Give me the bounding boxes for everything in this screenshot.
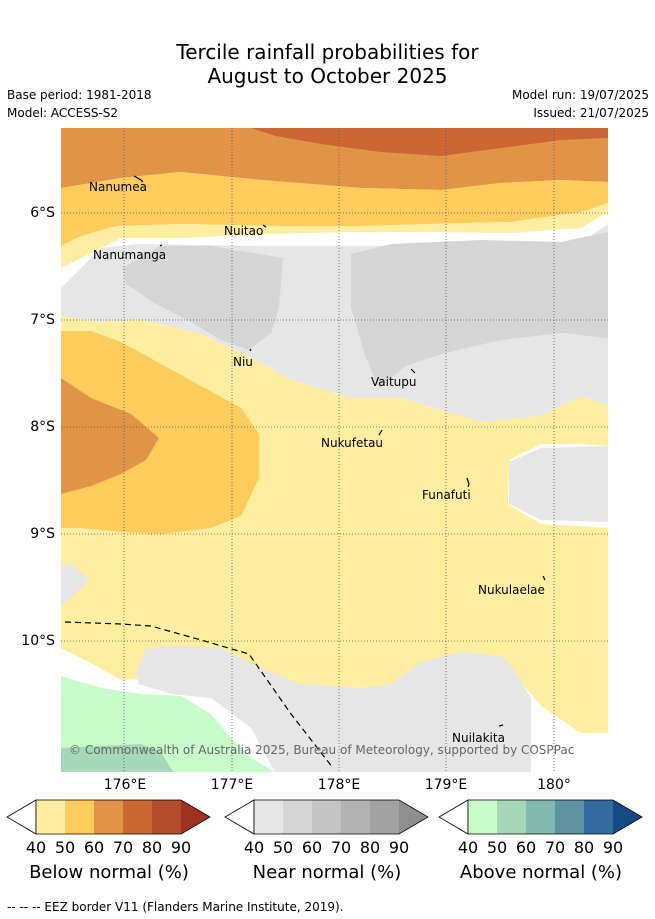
tick: 60	[83, 838, 105, 857]
colorbar-swatch	[341, 800, 370, 834]
title-line-1: Tercile rainfall probabilities for	[176, 40, 479, 64]
below-50-middle	[61, 331, 259, 534]
near-40-left-pocket	[61, 564, 89, 606]
place-nukulaelae: Nukulaelae	[478, 583, 545, 597]
colorbar-swatch	[555, 800, 584, 834]
colorbar-swatch	[584, 800, 613, 834]
colorbar-swatch	[65, 800, 94, 834]
tick: 60	[301, 838, 323, 857]
colorbar-label-below: Below normal (%)	[29, 862, 189, 883]
place-nuitao: Nuitao	[224, 224, 264, 238]
lon-label-177e: 177°E	[210, 777, 254, 793]
colorbar-swatch	[497, 800, 526, 834]
below-70-top	[251, 128, 608, 156]
colorbar-extend-high	[613, 800, 642, 834]
base-period: Base period: 1981-2018	[7, 88, 152, 102]
lat-label-7s: 7°S	[30, 312, 55, 328]
colorbar-swatch	[254, 800, 283, 834]
colorbar-swatch	[468, 800, 497, 834]
eez-legend: -- -- -- EEZ border V11 (Flanders Marine…	[7, 900, 344, 914]
title-line-2: August to October 2025	[207, 64, 448, 88]
lon-label-179e: 179°E	[424, 777, 468, 793]
copyright-text: © Commonwealth of Australia 2025, Bureau…	[69, 743, 575, 757]
tick: 40	[457, 838, 479, 857]
tick: 60	[515, 838, 537, 857]
near-50-right	[351, 232, 608, 388]
lat-label-10s: 10°S	[21, 633, 55, 649]
colorbar-swatch	[123, 800, 152, 834]
colorbar-swatch	[283, 800, 312, 834]
below-60-middle	[61, 378, 159, 494]
colorbar-swatch	[370, 800, 399, 834]
colorbar-outline	[467, 799, 643, 835]
model-run: Model run: 19/07/2025	[511, 88, 649, 102]
tick: 40	[243, 838, 265, 857]
tick: 70	[112, 838, 134, 857]
tick: 80	[141, 838, 163, 857]
colorbar-swatch	[152, 800, 181, 834]
colorbar-near-normal	[224, 799, 429, 835]
below-40-top	[61, 203, 608, 268]
tick: 70	[330, 838, 352, 857]
place-nanumanga: Nanumanga	[93, 248, 167, 262]
lon-label-178e: 178°E	[317, 777, 361, 793]
lon-label-176e: 176°E	[103, 777, 147, 793]
place-nanumea: Nanumea	[89, 180, 147, 194]
colorbar-extend-high	[399, 800, 428, 834]
tick: 70	[544, 838, 566, 857]
colorbar-below-normal	[6, 799, 211, 835]
island-marks	[133, 175, 546, 727]
place-vaitupu: Vaitupu	[371, 375, 417, 389]
colorbar-extend-high	[181, 800, 210, 834]
near-50-left	[123, 246, 283, 350]
map-title: Tercile rainfall probabilities for Augus…	[0, 40, 655, 88]
eez-border	[64, 621, 334, 769]
tick: 50	[486, 838, 508, 857]
colorbar-swatch	[36, 800, 65, 834]
tick: 40	[25, 838, 47, 857]
near-40-funafuti	[509, 446, 608, 522]
lat-label-8s: 8°S	[30, 419, 55, 435]
place-nukufetau: Nukufetau	[321, 436, 384, 450]
colorbar-swatch	[526, 800, 555, 834]
place-funafuti: Funafuti	[422, 488, 471, 502]
gridlines	[61, 128, 608, 772]
lon-label-180: 180°	[537, 777, 571, 793]
tick: 50	[272, 838, 294, 857]
place-nuilakita: Nuilakita	[452, 731, 505, 745]
lat-label-9s: 9°S	[30, 526, 55, 542]
near-40-lower	[136, 646, 531, 772]
probability-map	[61, 128, 608, 772]
colorbar-outline	[35, 799, 211, 835]
tick: 80	[359, 838, 381, 857]
tick: 90	[388, 838, 410, 857]
colorbar-above-normal	[438, 799, 643, 835]
colorbar-extend-low	[6, 799, 37, 835]
tick: 50	[54, 838, 76, 857]
below-50-top	[61, 172, 608, 246]
colorbar-extend-low	[224, 799, 255, 835]
place-niu: Niu	[233, 355, 253, 369]
tick: 80	[573, 838, 595, 857]
tick: 90	[170, 838, 192, 857]
lat-label-6s: 6°S	[30, 205, 55, 221]
colorbar-swatch	[94, 800, 123, 834]
colorbar-outline	[253, 799, 429, 835]
colorbar-extend-low	[438, 799, 469, 835]
issued-date: Issued: 21/07/2025	[533, 106, 649, 120]
colorbar-label-above: Above normal (%)	[459, 862, 623, 883]
colorbar-label-near: Near normal (%)	[252, 862, 402, 883]
above-50	[61, 744, 173, 772]
model-name: Model: ACCESS-S2	[7, 106, 119, 120]
colorbar-swatch	[312, 800, 341, 834]
tick: 90	[602, 838, 624, 857]
